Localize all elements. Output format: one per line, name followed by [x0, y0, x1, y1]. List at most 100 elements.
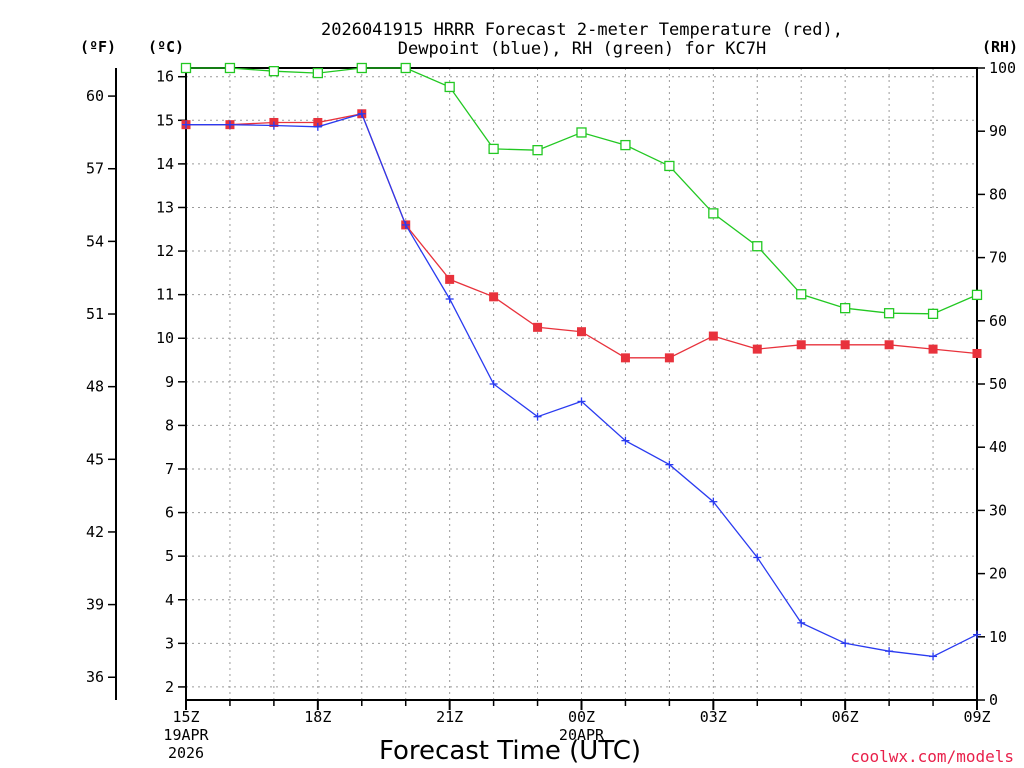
temperature-point	[752, 344, 762, 354]
rh-point	[576, 127, 587, 138]
plot-frame	[108, 67, 985, 710]
dewpoint-point	[533, 412, 542, 421]
source-credit: coolwx.com/models	[850, 747, 1014, 766]
celsius-tick-label: 4	[165, 591, 174, 609]
rh-tick-label: 10	[989, 628, 1007, 646]
chart-title-line-2: Dewpoint (blue), RH (green) for KC7H	[398, 39, 766, 59]
rh-point	[356, 62, 367, 74]
rh-point	[268, 66, 280, 77]
rh-point	[971, 289, 983, 301]
rh-tick-label: 0	[989, 691, 998, 709]
grid-lines	[185, 68, 978, 700]
dewpoint-point	[665, 460, 674, 469]
x-tick-date-label: 2026	[168, 744, 204, 762]
rh-point	[444, 81, 455, 93]
rh-point	[488, 143, 499, 155]
rh-tick-label: 60	[989, 312, 1007, 330]
celsius-tick-label: 2	[165, 678, 174, 696]
celsius-tick-label: 12	[156, 242, 174, 260]
fahrenheit-tick-label: 57	[86, 160, 104, 178]
fahrenheit-tick-label: 48	[86, 378, 104, 396]
dewpoint-point	[313, 122, 322, 131]
temperature-point	[313, 117, 323, 127]
dewpoint-point	[577, 397, 586, 406]
temperature-point	[928, 344, 938, 354]
rh-tick-label: 40	[989, 438, 1007, 456]
dewpoint-point	[225, 120, 234, 129]
fahrenheit-tick-label: 60	[86, 87, 104, 105]
rh-unit-label: (RH)	[982, 38, 1018, 56]
axis-labels: 2345678910111213141516363942454851545760…	[86, 59, 1016, 762]
celsius-tick-label: 10	[156, 329, 174, 347]
fahrenheit-tick-label: 36	[86, 668, 104, 686]
temperature-point	[708, 331, 718, 341]
rh-tick-label: 100	[989, 59, 1016, 77]
fahrenheit-unit-label: (ºF)	[80, 38, 116, 56]
plot-border	[185, 67, 978, 701]
rh-point	[224, 62, 236, 74]
rh-point	[752, 241, 763, 252]
dewpoint-point	[753, 553, 762, 562]
fahrenheit-tick-label: 42	[86, 523, 104, 541]
fahrenheit-tick-label: 39	[86, 596, 104, 614]
rh-point	[312, 67, 323, 79]
celsius-tick-label: 6	[165, 504, 174, 522]
celsius-tick-label: 3	[165, 634, 174, 652]
fahrenheit-tick-label: 51	[86, 305, 104, 323]
rh-point	[708, 208, 719, 219]
rh-tick-label: 80	[989, 185, 1007, 203]
temperature-point	[884, 340, 894, 350]
rh-tick-label: 70	[989, 249, 1007, 267]
rh-point	[927, 308, 939, 319]
temperature-point	[664, 353, 674, 363]
dewpoint-point	[445, 295, 454, 304]
celsius-tick-label: 13	[156, 198, 174, 216]
x-tick-label: 18Z	[304, 708, 331, 726]
rh-point	[883, 308, 895, 319]
celsius-tick-label: 15	[156, 111, 174, 129]
data-series	[180, 62, 983, 661]
temperature-point	[445, 274, 455, 284]
rh-tick-label: 20	[989, 565, 1007, 583]
series-dewpoint	[182, 109, 981, 661]
x-tick-date-label: 19APR	[163, 726, 209, 744]
rh-point	[796, 289, 807, 300]
x-tick-label: 09Z	[963, 708, 990, 726]
dewpoint-point	[797, 618, 806, 627]
dewpoint-point	[885, 647, 894, 656]
x-axis-title: Forecast Time (UTC)	[379, 736, 641, 766]
temperature-point	[796, 340, 806, 350]
temperature-point	[620, 353, 630, 363]
temperature-point	[840, 340, 850, 350]
x-tick-label: 15Z	[172, 708, 199, 726]
dewpoint-point	[401, 220, 410, 229]
x-tick-label: 00Z	[568, 708, 595, 726]
series-rh	[180, 62, 983, 319]
celsius-tick-label: 16	[156, 68, 174, 86]
rh-tick-label: 50	[989, 375, 1007, 393]
x-tick-date-label: 20APR	[559, 726, 605, 744]
dewpoint-point	[709, 497, 718, 506]
celsius-tick-label: 8	[165, 416, 174, 434]
rh-tick-label: 90	[989, 122, 1007, 140]
celsius-tick-label: 11	[156, 286, 174, 304]
x-tick-label: 03Z	[700, 708, 727, 726]
rh-point	[532, 145, 543, 156]
rh-point	[180, 62, 192, 74]
x-tick-label: 06Z	[832, 708, 859, 726]
fahrenheit-tick-label: 54	[86, 232, 104, 250]
rh-point	[620, 139, 631, 151]
celsius-tick-label: 9	[165, 373, 174, 391]
temperature-point	[489, 292, 499, 302]
dewpoint-point	[269, 121, 278, 130]
temperature-point	[972, 348, 982, 358]
celsius-unit-label: (ºC)	[148, 38, 184, 56]
rh-point	[400, 62, 411, 74]
dewpoint-point	[929, 652, 938, 661]
dewpoint-point	[357, 109, 366, 118]
x-tick-label: 21Z	[436, 708, 463, 726]
celsius-tick-label: 7	[165, 460, 174, 478]
dewpoint-point	[489, 380, 498, 388]
chart-title-line-1: 2026041915 HRRR Forecast 2-meter Tempera…	[321, 20, 843, 40]
